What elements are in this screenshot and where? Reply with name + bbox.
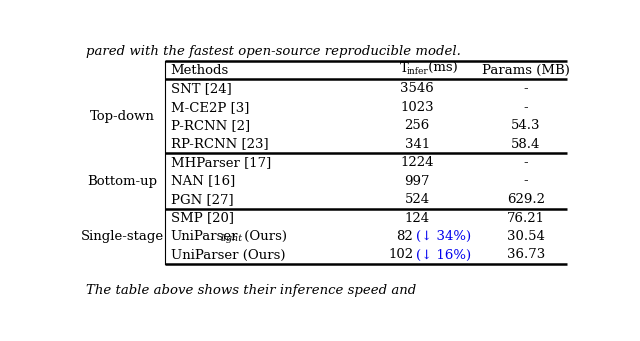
Text: Params (MB): Params (MB): [482, 64, 570, 77]
Text: 1023: 1023: [400, 101, 434, 114]
Text: Bottom-up: Bottom-up: [88, 175, 157, 188]
Text: (ms): (ms): [424, 62, 458, 75]
Text: -: -: [524, 175, 528, 188]
Text: 341: 341: [404, 138, 429, 151]
Text: 102: 102: [388, 249, 413, 262]
Text: UniParser: UniParser: [171, 230, 238, 243]
Text: T: T: [400, 62, 409, 75]
Text: 997: 997: [404, 175, 430, 188]
Text: 82: 82: [397, 230, 413, 243]
Text: PGN [27]: PGN [27]: [171, 193, 234, 206]
Text: 256: 256: [404, 119, 429, 132]
Text: 3546: 3546: [400, 82, 434, 95]
Text: light: light: [221, 234, 243, 243]
Text: 124: 124: [404, 211, 429, 224]
Text: 36.73: 36.73: [506, 249, 545, 262]
Text: 76.21: 76.21: [507, 211, 545, 224]
Text: (Ours): (Ours): [241, 230, 287, 243]
Text: P-RCNN [2]: P-RCNN [2]: [171, 119, 250, 132]
Text: (↓ 34%): (↓ 34%): [415, 230, 470, 243]
Text: The table above shows their inference speed and: The table above shows their inference sp…: [86, 284, 417, 297]
Text: pared with the fastest open-source reproducible model.: pared with the fastest open-source repro…: [86, 45, 461, 58]
Text: 1224: 1224: [401, 156, 434, 169]
Text: RP-RCNN [23]: RP-RCNN [23]: [171, 138, 268, 151]
Text: 30.54: 30.54: [507, 230, 545, 243]
Text: UniParser (Ours): UniParser (Ours): [171, 249, 285, 262]
Text: -: -: [524, 156, 528, 169]
Text: Single-stage: Single-stage: [81, 230, 164, 243]
Text: SNT [24]: SNT [24]: [171, 82, 232, 95]
Text: MHParser [17]: MHParser [17]: [171, 156, 271, 169]
Text: Top-down: Top-down: [90, 110, 155, 123]
Text: 54.3: 54.3: [511, 119, 540, 132]
Text: SMP [20]: SMP [20]: [171, 211, 234, 224]
Text: -: -: [524, 82, 528, 95]
Text: 524: 524: [404, 193, 429, 206]
Text: 629.2: 629.2: [507, 193, 545, 206]
Text: Methods: Methods: [171, 64, 229, 77]
Text: 58.4: 58.4: [511, 138, 540, 151]
Text: infer: infer: [407, 67, 429, 76]
Text: -: -: [524, 101, 528, 114]
Text: (↓ 16%): (↓ 16%): [415, 249, 470, 262]
Text: M-CE2P [3]: M-CE2P [3]: [171, 101, 249, 114]
Text: NAN [16]: NAN [16]: [171, 175, 235, 188]
